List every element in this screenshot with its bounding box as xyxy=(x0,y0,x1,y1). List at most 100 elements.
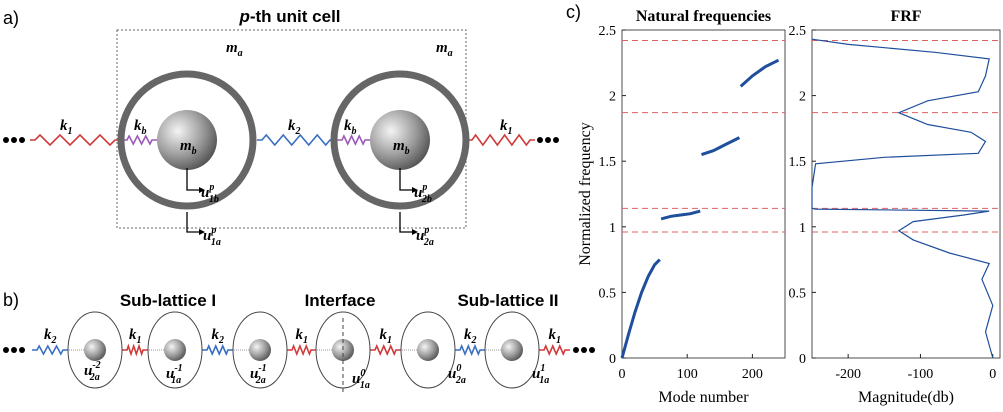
symbol-sub: 1 xyxy=(508,126,513,137)
y-axis-label: Normalized frequency xyxy=(577,122,594,265)
chart-title: FRF xyxy=(890,8,921,25)
x-tick-label: 200 xyxy=(742,367,763,382)
symbol-sub: 1 xyxy=(303,335,308,346)
plot-frame xyxy=(621,29,786,359)
symbol-label: kb xyxy=(344,118,357,137)
x-tick-label: 0 xyxy=(989,367,996,382)
spring xyxy=(287,343,316,357)
symbol-sub: b xyxy=(192,146,197,157)
x-tick-label: -200 xyxy=(835,367,861,382)
symbol-label: k2 xyxy=(464,327,477,346)
arrow-head xyxy=(199,229,205,235)
symbol-label: k1 xyxy=(500,118,513,137)
inner-mass xyxy=(164,339,186,361)
inner-mass xyxy=(417,339,439,361)
symbol-sub: b xyxy=(352,126,357,137)
symbol-label: mb xyxy=(393,138,410,157)
symbol-sub: 2a xyxy=(455,375,466,386)
spring xyxy=(455,343,485,357)
symbol-label: ma xyxy=(226,40,243,59)
symbol-sup: 0 xyxy=(456,363,461,374)
symbol-main: k xyxy=(60,118,68,134)
symbol-main: k xyxy=(44,327,52,343)
symbol-main: k xyxy=(296,327,304,343)
x-axis-label: Mode number xyxy=(658,389,749,406)
arrow-head xyxy=(412,229,418,235)
symbol-main: m xyxy=(226,40,238,56)
symbol-sub: a xyxy=(448,48,453,59)
inner-mass xyxy=(157,110,217,170)
symbol-label: k2 xyxy=(288,118,301,137)
arrow-head xyxy=(412,187,418,193)
symbol-label: k2 xyxy=(212,327,225,346)
y-tick-label: 2.5 xyxy=(789,24,807,39)
spring xyxy=(539,344,570,356)
x-tick-label: -100 xyxy=(908,367,934,382)
symbol-sub: 1a xyxy=(539,375,549,386)
chain-dot xyxy=(545,137,551,143)
symbol-sup: p xyxy=(210,225,216,236)
symbol-sup: p xyxy=(423,225,429,236)
symbol-sup: 0 xyxy=(360,368,365,379)
symbol-sub: 1 xyxy=(387,335,392,346)
symbol-sub: 1a xyxy=(360,380,370,391)
symbol-main: u xyxy=(166,366,174,382)
displacement-arrow xyxy=(186,168,201,191)
inner-mass xyxy=(249,339,271,361)
symbol-main: k xyxy=(500,118,508,134)
symbol-main: u xyxy=(201,185,209,201)
panel-label: a) xyxy=(3,8,19,28)
symbol-sub: 2 xyxy=(471,335,477,346)
symbol-main: k xyxy=(134,118,142,134)
group-title: Interface xyxy=(305,291,376,310)
symbol-main: m xyxy=(436,40,448,56)
symbol-label: u-2 2a xyxy=(84,360,101,383)
spring xyxy=(257,133,335,147)
symbol-label: k1 xyxy=(129,327,142,346)
y-tick-label: 1 xyxy=(609,221,616,236)
symbol-sub: 2a xyxy=(423,237,434,248)
group-title: Sub-lattice I xyxy=(120,291,216,310)
spring xyxy=(122,134,157,146)
symbol-main: m xyxy=(180,138,192,154)
y-tick-label: 0 xyxy=(609,352,616,367)
spring xyxy=(30,133,120,147)
outer-mass-ring xyxy=(330,70,470,210)
y-tick-label: 2.5 xyxy=(599,24,617,39)
x-tick-label: 100 xyxy=(677,367,698,382)
chain-dot xyxy=(11,137,17,143)
data-line xyxy=(811,38,994,359)
symbol-sub: 2a xyxy=(89,372,100,383)
symbol-main: k xyxy=(129,327,137,343)
symbol-main: u xyxy=(448,366,456,382)
y-tick-label: 1 xyxy=(799,221,806,236)
symbol-sub: 1 xyxy=(137,335,142,346)
symbol-main: k xyxy=(212,327,220,343)
symbol-main: m xyxy=(393,138,405,154)
displacement-arrow xyxy=(399,212,414,233)
symbol-label: up 1b xyxy=(201,182,219,205)
symbol-sub: 2b xyxy=(421,194,432,205)
displacement-arrow xyxy=(399,168,414,191)
plot-frame xyxy=(811,29,1001,359)
symbol-label: u-1 1a xyxy=(166,363,182,386)
symbol-sub: 1 xyxy=(556,335,561,346)
x-axis-label: Magnitude(db) xyxy=(858,389,954,406)
symbol-main: u xyxy=(84,363,92,379)
symbol-sub: 2 xyxy=(295,126,301,137)
y-tick-label: 2 xyxy=(799,90,806,105)
symbol-label: k2 xyxy=(44,327,57,346)
y-tick-label: 0.5 xyxy=(599,286,617,301)
symbol-main: k xyxy=(380,327,388,343)
symbol-sup: -2 xyxy=(92,360,100,371)
symbol-label: up 2a xyxy=(416,225,434,248)
title-part: -th unit cell xyxy=(250,7,341,26)
chain-dot xyxy=(19,137,25,143)
symbol-sub: b xyxy=(405,146,410,157)
cell-title: p-th unit cell xyxy=(238,7,340,26)
panel-label: c) xyxy=(566,2,581,22)
y-tick-label: 1.5 xyxy=(599,155,617,170)
chain-dot xyxy=(3,347,9,353)
chain-dot xyxy=(3,137,9,143)
